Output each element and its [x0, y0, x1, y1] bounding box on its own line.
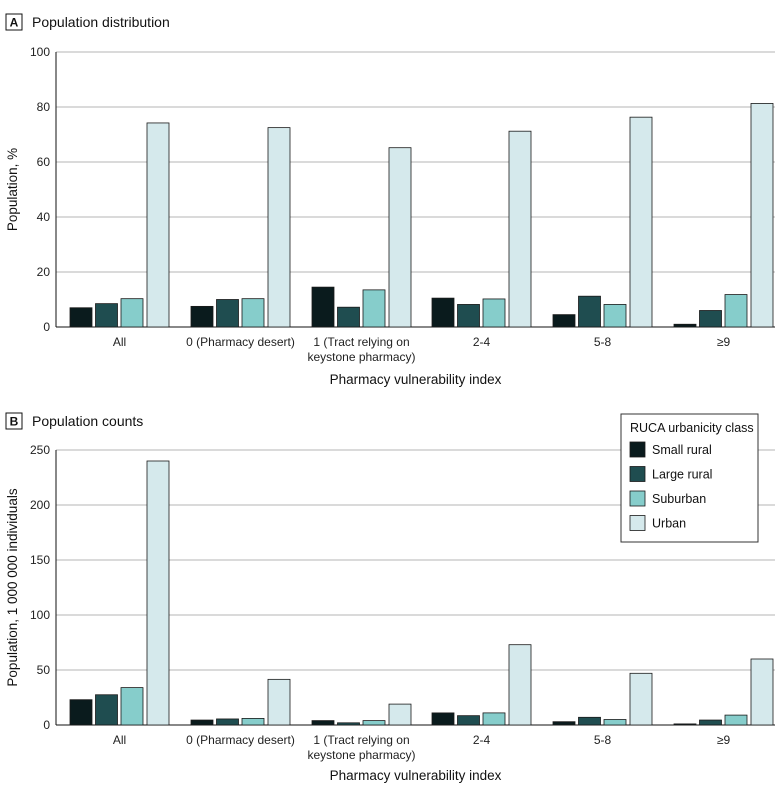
panel-title: Population distribution	[32, 14, 170, 30]
legend-swatch	[629, 490, 646, 507]
y-tick-label: 250	[30, 443, 50, 457]
bar-small-rural	[552, 721, 576, 726]
x-tick-label: All	[113, 335, 126, 349]
x-tick-label: All	[113, 733, 126, 747]
bar-large-rural	[699, 310, 722, 328]
x-tick-label: 2-4	[473, 335, 491, 349]
x-tick-label: 5-8	[594, 733, 612, 747]
bar-small-rural	[190, 719, 214, 726]
y-tick-label: 100	[30, 45, 50, 59]
bar-urban	[146, 460, 170, 726]
bar-large-rural	[337, 306, 360, 328]
legend-swatch	[629, 466, 646, 482]
bar-urban	[388, 147, 412, 328]
bar-small-rural	[431, 712, 455, 726]
panel-title: Population counts	[32, 413, 143, 429]
panel-letter: A	[10, 16, 19, 30]
bar-urban	[508, 130, 532, 328]
bar-small-rural	[552, 314, 576, 328]
bar-small-rural	[673, 723, 697, 726]
bar-large-rural	[216, 299, 239, 328]
legend-title: RUCA urbanicity class	[630, 421, 754, 435]
y-tick-label: 50	[37, 663, 51, 677]
x-tick-label: ≥9	[717, 335, 731, 349]
x-axis-title: Pharmacy vulnerability index	[330, 768, 502, 783]
bar-large-rural	[95, 303, 118, 328]
y-axis-title: Population, %	[5, 148, 20, 231]
bar-urban	[267, 127, 291, 328]
legend-swatch	[629, 441, 646, 458]
y-tick-label: 100	[30, 608, 50, 622]
x-tick-label: ≥9	[717, 733, 731, 747]
bar-small-rural	[673, 323, 697, 328]
y-tick-label: 60	[37, 155, 51, 169]
bar-large-rural	[216, 718, 239, 726]
legend-swatch	[629, 515, 646, 531]
bar-urban	[388, 703, 412, 726]
y-tick-label: 40	[37, 210, 51, 224]
y-tick-label: 200	[30, 498, 50, 512]
bar-large-rural	[699, 719, 722, 726]
bar-urban	[267, 678, 291, 726]
bar-small-rural	[69, 307, 93, 328]
bar-urban	[750, 103, 774, 328]
y-tick-label: 80	[37, 100, 51, 114]
x-tick-label: 0 (Pharmacy desert)	[186, 335, 295, 349]
bar-suburban	[724, 714, 748, 726]
bar-suburban	[362, 289, 386, 328]
y-tick-label: 20	[37, 265, 51, 279]
legend-label: Small rural	[652, 443, 712, 457]
y-tick-label: 150	[30, 553, 50, 567]
y-tick-label: 0	[43, 320, 50, 334]
bar-suburban	[603, 304, 627, 328]
x-tick-label: keystone pharmacy)	[307, 748, 415, 762]
bar-suburban	[362, 720, 386, 726]
bar-suburban	[241, 298, 265, 328]
bar-large-rural	[578, 295, 601, 328]
bar-suburban	[603, 719, 627, 726]
bar-large-rural	[457, 304, 480, 328]
bar-suburban	[241, 718, 265, 726]
x-tick-label: 5-8	[594, 335, 612, 349]
bar-suburban	[120, 687, 144, 726]
x-tick-label: 2-4	[473, 733, 491, 747]
bar-urban	[508, 644, 532, 726]
panel-letter: B	[10, 415, 19, 429]
legend-label: Large rural	[652, 468, 712, 482]
bar-large-rural	[457, 715, 480, 726]
bar-urban	[750, 658, 774, 726]
bar-large-rural	[578, 716, 601, 726]
x-tick-label: keystone pharmacy)	[307, 350, 415, 364]
bar-small-rural	[69, 699, 93, 726]
bar-small-rural	[311, 720, 335, 726]
bar-large-rural	[95, 694, 118, 726]
legend-label: Suburban	[652, 492, 706, 506]
panel-letter-box	[5, 412, 23, 430]
x-tick-label: 0 (Pharmacy desert)	[186, 733, 295, 747]
bar-small-rural	[311, 286, 335, 328]
bar-large-rural	[337, 722, 360, 726]
panel-letter-box	[5, 13, 23, 31]
bar-suburban	[120, 298, 144, 328]
y-tick-label: 0	[43, 718, 50, 732]
bar-urban	[146, 122, 170, 328]
legend-label: Urban	[652, 517, 686, 531]
bar-small-rural	[190, 305, 214, 328]
bar-urban	[629, 116, 653, 328]
bar-suburban	[724, 294, 748, 328]
bar-small-rural	[431, 297, 455, 328]
bar-suburban	[482, 712, 506, 726]
bar-suburban	[482, 298, 506, 328]
x-tick-label: 1 (Tract relying on	[313, 335, 409, 349]
x-axis-title: Pharmacy vulnerability index	[330, 372, 502, 387]
x-tick-label: 1 (Tract relying on	[313, 733, 409, 747]
bar-urban	[629, 672, 653, 726]
y-axis-title: Population, 1 000 000 individuals	[5, 488, 20, 686]
